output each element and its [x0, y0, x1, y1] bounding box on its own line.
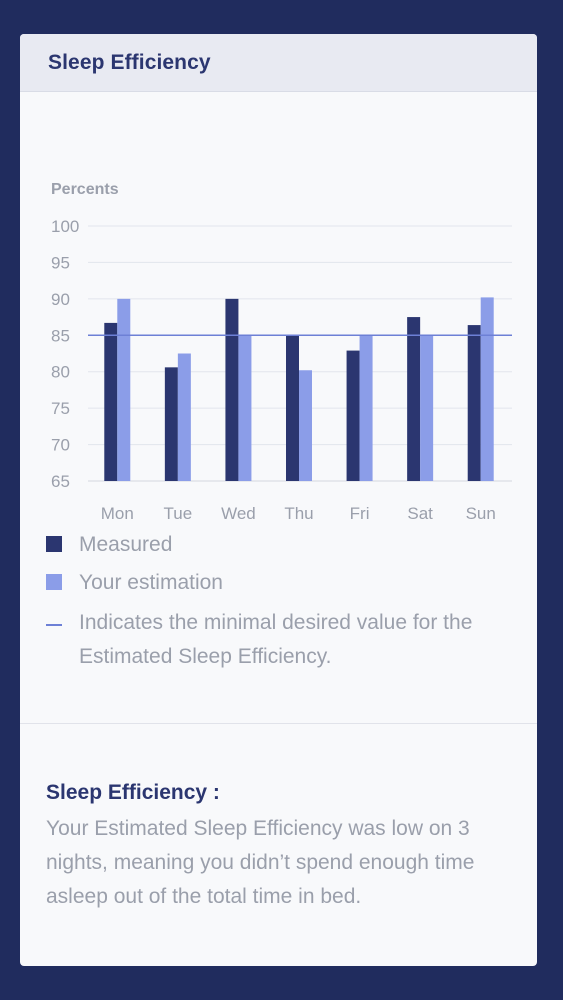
- y-tick-label: 100: [51, 217, 79, 236]
- x-tick-label: Sat: [407, 504, 433, 523]
- x-tick-label: Sun: [466, 504, 496, 523]
- bar-estimation: [480, 297, 494, 481]
- y-axis-title: Percents: [51, 181, 119, 198]
- bar-estimation: [117, 298, 131, 481]
- y-tick-label: 80: [51, 363, 70, 382]
- y-tick-label: 75: [51, 399, 70, 418]
- legend-label-estimation: Your estimation: [79, 571, 223, 594]
- bar-estimation: [299, 370, 312, 481]
- legend-label-measured: Measured: [79, 533, 173, 556]
- bar-measured: [407, 317, 421, 481]
- y-tick-label: 90: [51, 290, 70, 309]
- measured-swatch-icon: [46, 536, 62, 552]
- legend-item-estimation: Your estimation: [46, 566, 516, 606]
- bar-estimation: [359, 335, 373, 481]
- summary-text: Your Estimated Sleep Efficiency was low …: [46, 817, 475, 908]
- sleep-efficiency-card: Sleep Efficiency Percents 65 70 75 80 85 90 95 1…: [20, 34, 537, 966]
- reference-line-icon: [46, 624, 62, 626]
- bar-estimation: [177, 353, 191, 481]
- x-tick-label: Tue: [164, 504, 193, 523]
- legend-item-measured: Measured: [46, 528, 516, 566]
- estimation-swatch-icon: [46, 574, 62, 590]
- card-header: Sleep Efficiency: [20, 34, 537, 92]
- y-tick-label: 65: [51, 472, 70, 491]
- bar-estimation: [420, 335, 434, 481]
- x-tick-label: Mon: [101, 504, 134, 523]
- bar-estimation: [238, 335, 252, 481]
- bar-measured: [225, 298, 239, 481]
- y-tick-label: 85: [51, 326, 70, 345]
- y-tick-label: 95: [51, 253, 70, 272]
- section-divider: [20, 723, 537, 724]
- x-tick-label: Wed: [221, 504, 256, 523]
- y-tick-label: 70: [51, 436, 70, 455]
- bar-measured: [346, 350, 360, 481]
- x-tick-label: Thu: [284, 504, 313, 523]
- sleep-efficiency-chart: Percents 65 70 75 80 85 90 95 100 Mon Tue Wed Thu Fri…: [51, 181, 512, 523]
- bar-measured: [104, 322, 118, 481]
- bar-measured: [286, 335, 299, 481]
- card-title: Sleep Efficiency: [48, 50, 211, 74]
- bar-measured: [467, 325, 481, 481]
- chart-legend: Measured Your estimation Indicates the m…: [46, 528, 516, 674]
- x-tick-label: Fri: [350, 504, 370, 523]
- summary-section: Sleep Efficiency : Your Estimated Sleep …: [46, 778, 516, 914]
- summary-title: Sleep Efficiency :: [46, 781, 220, 804]
- legend-item-reference-line: Indicates the minimal desired value for …: [46, 606, 516, 674]
- legend-label-reference-line: Indicates the minimal desired value for …: [79, 611, 473, 668]
- bar-measured: [164, 367, 178, 481]
